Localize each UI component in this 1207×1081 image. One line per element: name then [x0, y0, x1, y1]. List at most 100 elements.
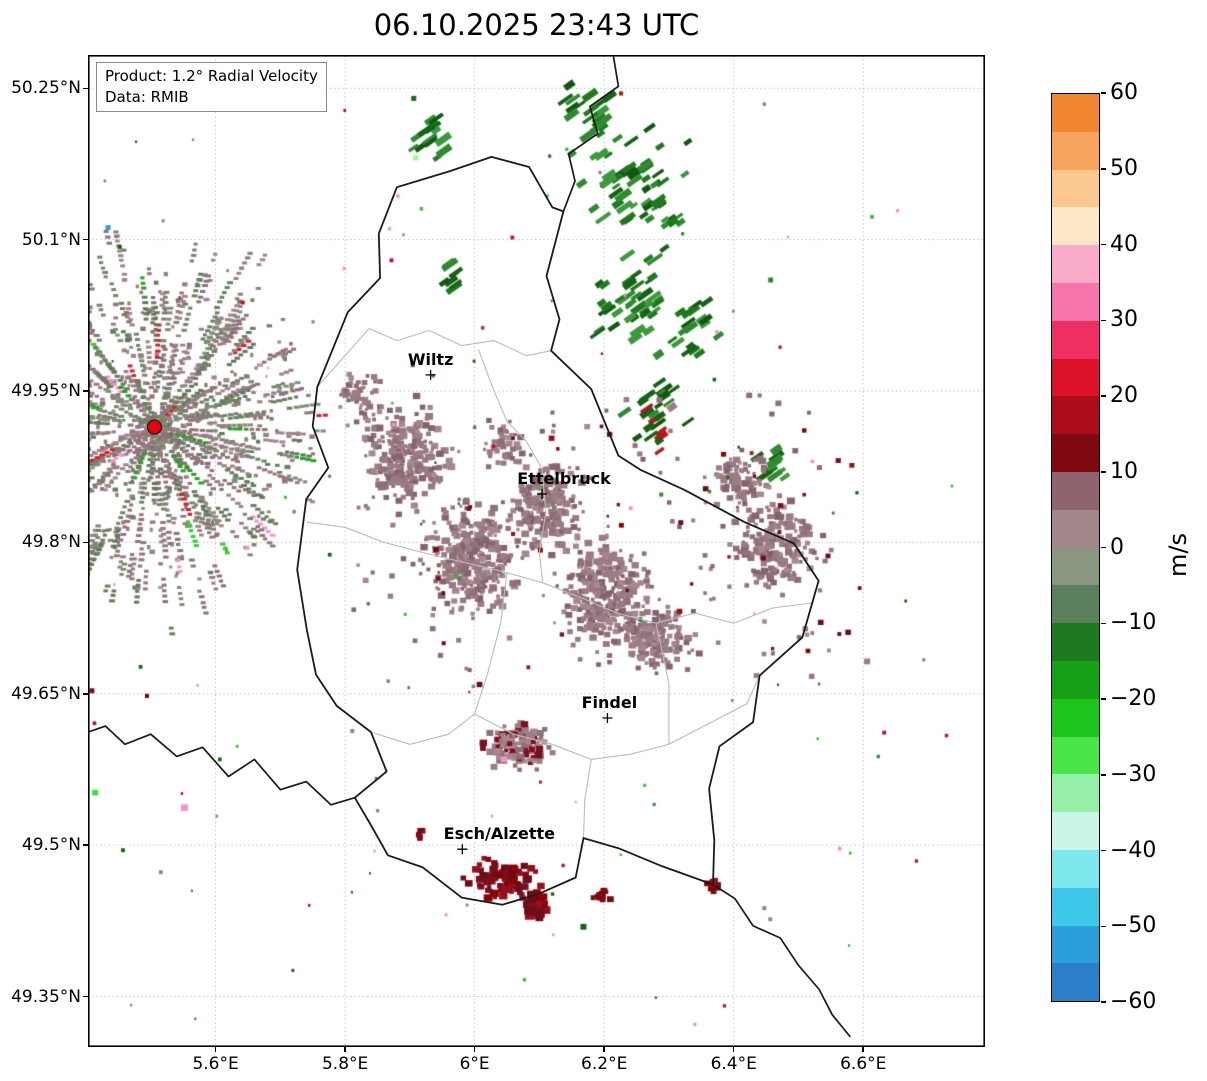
colorbar-tick-label: 0 — [1110, 534, 1124, 560]
y-axis-tick-mark — [83, 541, 88, 544]
colorbar-segment — [1052, 963, 1099, 1002]
city-marker — [457, 844, 468, 855]
colorbar-tick-label: −40 — [1110, 837, 1157, 863]
data-source-label: Data: RMIB — [105, 87, 189, 106]
district-border-path — [474, 675, 761, 760]
colorbar-tick-mark — [1101, 168, 1106, 170]
y-axis-tick-label: 50.1°N — [21, 229, 81, 250]
y-axis-tick-mark — [83, 995, 88, 998]
colorbar-tick-mark — [1101, 849, 1106, 852]
colorbar-segment — [1052, 471, 1099, 510]
colorbar-segment — [1052, 849, 1099, 888]
district-border-path — [538, 468, 547, 583]
plot-title: 06.10.2025 23:43 UTC — [373, 8, 700, 42]
city-label: Ettelbruck — [517, 469, 611, 488]
colorbar-tick-mark — [1101, 395, 1106, 397]
district-border-path — [370, 713, 475, 745]
x-axis-tick-mark — [603, 1047, 605, 1052]
colorbar-segment — [1052, 131, 1099, 170]
district-border-path — [316, 327, 552, 388]
city-label: Esch/Alzette — [444, 824, 556, 843]
x-axis-tick-mark — [732, 1047, 735, 1052]
colorbar-segment — [1052, 396, 1099, 435]
y-axis-tick-mark — [83, 390, 88, 392]
district-border-path — [474, 572, 508, 715]
city-marker — [537, 488, 548, 499]
colorbar-segment — [1052, 245, 1099, 283]
product-label: Product: 1.2° Radial Velocity — [105, 67, 318, 85]
y-axis-tick-mark — [83, 844, 88, 846]
colorbar-tick-label: −10 — [1110, 610, 1157, 636]
colorbar-segment — [1052, 736, 1099, 775]
colorbar-segment — [1052, 887, 1099, 926]
colorbar-tick-mark — [1101, 622, 1106, 624]
colorbar-tick-mark — [1101, 698, 1106, 700]
y-axis-tick-label: 49.95°N — [11, 381, 81, 402]
colorbar-segment — [1052, 547, 1099, 586]
district-border-path — [477, 349, 543, 470]
colorbar-tick-mark — [1101, 471, 1106, 473]
colorbar-segment — [1052, 925, 1099, 964]
colorbar-tick-mark — [1101, 546, 1106, 549]
colorbar-tick-mark — [1101, 243, 1106, 246]
y-axis-tick-mark — [83, 238, 88, 241]
x-axis-tick-mark — [344, 1047, 346, 1052]
colorbar-tick-label: −30 — [1110, 761, 1157, 787]
external-border-path — [562, 55, 620, 212]
district-border-path — [655, 623, 670, 745]
radar-site-dot — [146, 419, 163, 435]
colorbar-tick-label: −50 — [1110, 913, 1157, 939]
colorbar-tick-label: 40 — [1110, 231, 1138, 257]
colorbar-gradient — [1051, 93, 1100, 1002]
colorbar-tick-mark — [1101, 925, 1106, 927]
colorbar-segment — [1052, 585, 1099, 624]
colorbar-tick-mark — [1101, 1001, 1106, 1003]
x-axis-tick-label: 6.2°E — [581, 1054, 628, 1074]
external-border-path — [88, 725, 356, 806]
colorbar-tick-label: 20 — [1110, 383, 1138, 408]
y-axis-tick-label: 50.25°N — [11, 78, 81, 99]
colorbar-tick-mark — [1101, 319, 1106, 321]
colorbar-tick-label: 10 — [1110, 458, 1138, 484]
external-border-path — [712, 883, 851, 1038]
plot-frame — [88, 55, 985, 1047]
y-axis-tick-label: 49.8°N — [21, 532, 81, 553]
colorbar-tick-label: 30 — [1110, 307, 1138, 333]
colorbar-segment — [1052, 169, 1099, 208]
city-label: Wiltz — [408, 350, 454, 369]
radar-echoes-canvas — [88, 55, 985, 1047]
colorbar-segment — [1052, 509, 1099, 548]
colorbar-tick-label: 50 — [1110, 155, 1138, 181]
map-borders-overlay: Wiltz Ettelbruck Findel Esch/Alzette — [88, 55, 985, 1047]
city-marker — [425, 369, 436, 380]
x-axis-tick-label: 5.8°E — [321, 1054, 369, 1074]
country-border-path — [296, 156, 820, 906]
map-plot-area: Wiltz Ettelbruck Findel Esch/Alzette Produc… — [88, 55, 985, 1047]
colorbar-segment — [1052, 774, 1099, 813]
colorbar-tick-mark — [1101, 774, 1106, 776]
y-axis-tick-label: 49.5°N — [21, 835, 81, 856]
colorbar-segment — [1052, 698, 1099, 737]
colorbar-segment — [1052, 320, 1099, 359]
x-axis-tick-label: 6.6°E — [840, 1054, 887, 1074]
colorbar-tick-label: 60 — [1110, 80, 1138, 105]
y-axis-tick-label: 49.35°N — [11, 986, 81, 1007]
y-axis-tick-mark — [83, 87, 88, 90]
city-marker — [602, 713, 613, 724]
city-label: Findel — [582, 693, 638, 712]
x-axis-tick-mark — [862, 1047, 864, 1052]
colorbar-segment — [1052, 282, 1099, 321]
x-axis-tick-mark — [473, 1047, 476, 1052]
colorbar-tick-label: −60 — [1110, 989, 1157, 1014]
x-axis-tick-label: 6°E — [459, 1054, 490, 1074]
colorbar-segment — [1052, 207, 1099, 246]
district-border-path — [582, 759, 592, 839]
product-info-box: Product: 1.2° Radial Velocity Data: RMIB — [96, 62, 327, 113]
x-axis-tick-mark — [214, 1047, 217, 1052]
colorbar-segment — [1052, 434, 1099, 472]
y-axis-tick-label: 49.65°N — [11, 683, 81, 704]
colorbar-segment — [1052, 623, 1099, 661]
colorbar-tick-label: −20 — [1110, 686, 1157, 711]
x-axis-tick-label: 6.4°E — [710, 1054, 757, 1074]
